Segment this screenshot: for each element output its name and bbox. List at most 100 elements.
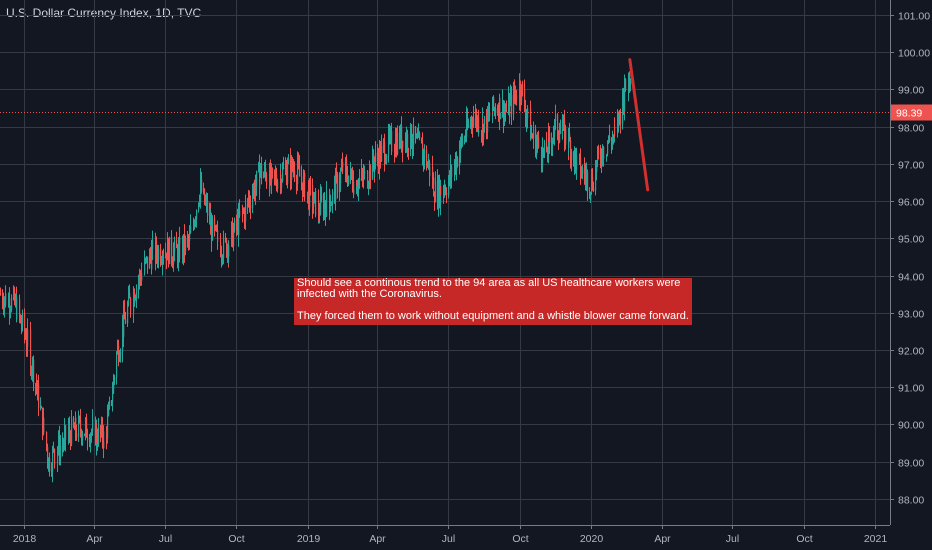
- candle-body: [150, 252, 152, 258]
- candle-body: [201, 179, 203, 192]
- candle-body: [345, 159, 347, 171]
- candle-body: [85, 422, 87, 434]
- candle-body: [461, 140, 463, 146]
- candle-body: [48, 458, 50, 467]
- price-tick-label: 98.00: [898, 123, 924, 135]
- candle-body: [471, 118, 473, 124]
- candle-body: [607, 145, 609, 155]
- candle-body: [315, 191, 317, 216]
- candle-body: [20, 315, 22, 323]
- candle-body: [381, 145, 383, 162]
- time-tick-label: Oct: [512, 533, 528, 545]
- candle-body: [176, 240, 178, 248]
- candle-body: [308, 188, 310, 208]
- candle-body: [603, 156, 605, 159]
- candle-body: [526, 117, 528, 121]
- candle-body: [195, 219, 197, 222]
- candle-body: [47, 447, 49, 460]
- time-tick-label: Jul: [726, 533, 739, 545]
- candle-body: [543, 147, 545, 154]
- candle-body: [466, 117, 468, 137]
- candles: [0, 71, 632, 483]
- candle-body: [383, 142, 385, 146]
- candle-body: [569, 132, 571, 141]
- candle-body: [140, 272, 142, 277]
- candle-body: [401, 126, 403, 148]
- candle-body: [478, 117, 480, 133]
- candle-body: [113, 378, 115, 381]
- candle-body: [464, 138, 466, 141]
- candle-body: [270, 167, 272, 183]
- candle-body: [581, 174, 583, 177]
- candle-body: [162, 257, 164, 265]
- candle-body: [515, 94, 517, 97]
- candle-body: [64, 425, 66, 433]
- candle-body: [220, 241, 222, 256]
- price-tick-label: 100.00: [898, 48, 930, 60]
- candle-body: [310, 182, 312, 186]
- candle-body: [551, 142, 553, 146]
- candle-body: [22, 313, 24, 327]
- candle-body: [400, 126, 402, 146]
- candle-body: [166, 252, 168, 261]
- candle-body: [80, 419, 82, 431]
- candle-body: [116, 353, 118, 378]
- candle-body: [446, 192, 448, 196]
- time-tick-label: 2021: [864, 533, 888, 545]
- candle-body: [370, 166, 372, 180]
- time-tick-label: Apr: [654, 533, 671, 545]
- candle-body: [233, 230, 235, 247]
- current-price-tag: [891, 104, 932, 121]
- candle-body: [59, 436, 61, 458]
- candle-body: [293, 169, 295, 171]
- candle-body: [455, 160, 457, 171]
- candle-body: [69, 427, 71, 435]
- candle-body: [497, 110, 499, 114]
- candle-body: [483, 124, 485, 140]
- candle-body: [575, 154, 577, 171]
- candle-body: [600, 154, 602, 160]
- candle-body: [530, 132, 532, 141]
- candle-body: [592, 176, 594, 189]
- candle-body: [57, 450, 59, 456]
- candle-body: [332, 192, 334, 204]
- candle-body: [234, 219, 236, 231]
- candle-body: [617, 118, 619, 128]
- candle-body: [259, 174, 261, 189]
- candle-body: [628, 87, 630, 90]
- candle-body: [254, 185, 256, 197]
- price-tick-label: 89.00: [898, 458, 924, 470]
- annotation-note[interactable]: Should see a continous trend to the 94 a…: [294, 278, 692, 325]
- candle-body: [580, 157, 582, 177]
- annotation-line-1: Should see a continous trend to the 94 a…: [297, 277, 681, 300]
- candle-body: [167, 239, 169, 261]
- candle-body: [303, 176, 305, 195]
- candle-body: [478, 131, 480, 133]
- candle-body: [253, 185, 255, 194]
- candle-body: [548, 133, 550, 155]
- candle-body: [75, 417, 77, 434]
- candle-body: [573, 151, 575, 165]
- candle-body: [156, 240, 158, 255]
- candle-body: [582, 167, 584, 175]
- candle-body: [252, 193, 254, 209]
- candle-body: [266, 184, 268, 186]
- candle-body: [519, 82, 521, 102]
- candle-body: [584, 167, 586, 175]
- candle-body: [608, 136, 610, 143]
- candle-body: [244, 210, 246, 222]
- candle-body: [487, 108, 489, 132]
- candle-body: [568, 132, 570, 149]
- candle-body: [169, 236, 171, 264]
- candle-body: [222, 257, 224, 261]
- candle-body: [52, 449, 54, 472]
- candle-body: [346, 164, 348, 177]
- candle-body: [499, 97, 501, 119]
- candle-body: [601, 159, 603, 163]
- candle-body: [359, 178, 361, 181]
- candle-body: [134, 299, 136, 303]
- candle-body: [549, 133, 551, 143]
- candle-body: [419, 133, 421, 139]
- candle-body: [624, 101, 626, 112]
